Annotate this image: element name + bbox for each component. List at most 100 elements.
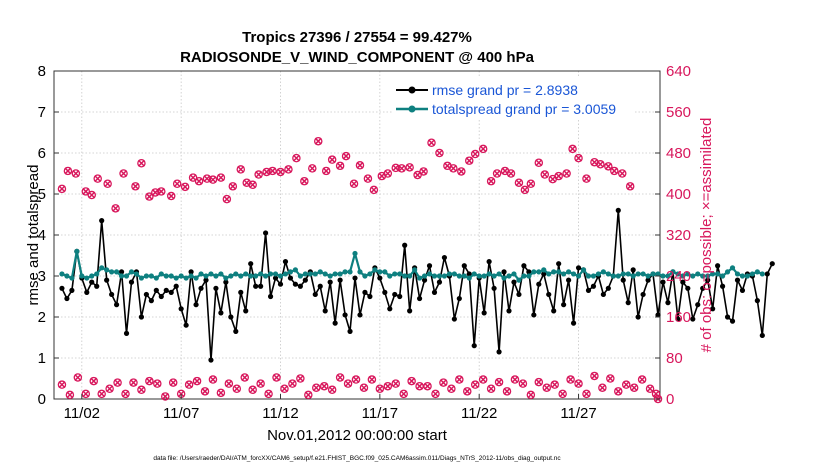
rmse-series-point (461, 263, 467, 269)
spread-series-point (595, 271, 602, 277)
obs-assimilated-cross (189, 174, 197, 182)
rmse-series-point (680, 279, 686, 285)
obs-assimilated-cross (563, 169, 571, 178)
x-tick-label: 11/27 (560, 405, 596, 422)
obs-assimilated-cross (312, 384, 320, 392)
rmse-series-point (302, 277, 308, 283)
spread-series-point (566, 269, 572, 275)
rmse-series-point (705, 277, 711, 283)
obs-possible-circle (113, 378, 122, 387)
obs-assimilated-cross (646, 385, 654, 393)
rmse-series-point (600, 291, 606, 298)
obs-possible-circle (427, 138, 436, 147)
obs-possible-circle (423, 381, 432, 391)
spread-series-point (625, 271, 631, 277)
rmse-series-point (183, 322, 189, 328)
rmse-series-point (516, 291, 522, 298)
spread-series-point (377, 269, 383, 275)
obs-possible-circle (327, 385, 337, 395)
obs-assimilated-cross (249, 181, 257, 189)
obs-possible-circle (363, 174, 373, 183)
rmse-series-point (421, 277, 428, 283)
spread-series-point (759, 271, 765, 277)
legend: rmse grand pr = 2.8938 totalspread grand… (393, 78, 633, 118)
obs-assimilated-cross (370, 186, 378, 194)
obs-possible-circle (359, 383, 369, 392)
obs-count-point-low (248, 385, 257, 395)
obs-assimilated-cross (455, 375, 463, 384)
obs-count-point-low (518, 379, 528, 388)
obs-count-point-low (455, 375, 464, 384)
spread-series-point (546, 271, 552, 277)
rmse-series-point (258, 283, 264, 289)
spread-series-point (193, 275, 199, 281)
obs-possible-circle (292, 153, 301, 163)
rmse-series-point (451, 316, 457, 322)
obs-count-point-low (407, 376, 416, 386)
obs-assimilated-cross (157, 187, 165, 195)
obs-count-point (419, 167, 428, 176)
obs-count-point-low (137, 385, 146, 395)
obs-assimilated-cross (439, 379, 447, 387)
spread-series-point (84, 275, 90, 281)
obs-assimilated-cross (58, 185, 66, 193)
obs-assimilated-cross (630, 384, 638, 392)
rmse-series-point (724, 314, 731, 320)
spread-series-point (695, 271, 701, 277)
obs-count-point (554, 171, 563, 181)
spread-series-point (138, 275, 145, 281)
spread-series-point (148, 273, 154, 279)
rmse-series-point (272, 275, 279, 281)
obs-possible-circle (351, 375, 361, 384)
obs-possible-circle (65, 390, 75, 400)
rmse-series-point (561, 302, 567, 308)
obs-count-point (514, 178, 524, 187)
obs-count-point-low (510, 375, 520, 384)
obs-possible-circle (614, 387, 623, 396)
spread-series-point (392, 271, 398, 277)
obs-count-point-low (113, 378, 122, 387)
obs-assimilated-cross (493, 169, 501, 178)
rmse-series-point (322, 308, 328, 314)
spread-series-point (263, 273, 269, 279)
y-left-tick-label: 7 (38, 104, 46, 121)
obs-possible-circle (335, 161, 345, 171)
obs-possible-circle (554, 171, 563, 181)
obs-possible-circle (81, 389, 91, 399)
obs-assimilated-cross (400, 390, 408, 398)
obs-possible-circle (383, 169, 393, 178)
obs-possible-circle (184, 380, 194, 389)
rmse-series-point (665, 300, 671, 306)
obs-assimilated-cross (350, 180, 358, 188)
obs-assimilated-cross (582, 390, 591, 398)
obs-assimilated-cross (296, 374, 304, 383)
obs-assimilated-cross (112, 204, 120, 212)
obs-assimilated-cross (209, 176, 217, 184)
obs-assimilated-cross (121, 390, 130, 398)
spread-series-point (645, 273, 651, 279)
obs-assimilated-cross (161, 392, 169, 400)
rmse-series-point (337, 277, 343, 283)
obs-possible-circle (526, 179, 536, 188)
data-file-footer: data file: /Users/raeder/DAI/ATM_forcXX/… (153, 455, 561, 462)
legend-rmse-marker (408, 86, 416, 94)
obs-possible-circle (312, 383, 321, 392)
obs-count-point-low (65, 390, 75, 400)
rmse-series-point (734, 277, 741, 283)
spread-series-point (744, 273, 751, 279)
spread-series-point (635, 271, 641, 277)
obs-assimilated-cross (328, 156, 336, 164)
rmse-series-point (546, 291, 552, 298)
obs-assimilated-cross (193, 377, 201, 385)
spread-series-point (64, 273, 70, 279)
rmse-series-point (625, 300, 631, 306)
obs-possible-circle (439, 378, 448, 387)
obs-possible-circle (222, 194, 232, 204)
obs-assimilated-cross (320, 382, 328, 390)
obs-count-point (208, 175, 218, 184)
spread-series-point (441, 273, 448, 279)
spread-series-point (367, 271, 373, 277)
obs-count-point (236, 165, 246, 174)
obs-count-point (308, 164, 317, 173)
obs-possible-circle (284, 165, 293, 174)
